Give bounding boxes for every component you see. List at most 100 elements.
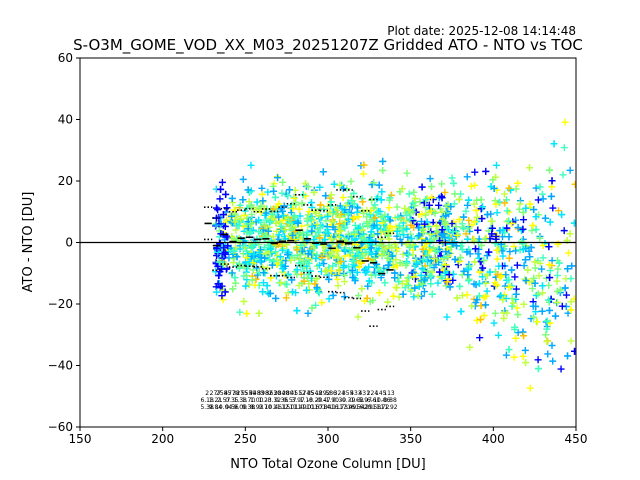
scatter-point bbox=[275, 213, 283, 221]
scatter-point bbox=[230, 206, 238, 214]
scatter-point bbox=[554, 265, 562, 273]
scatter-point bbox=[538, 265, 546, 273]
scatter-point bbox=[393, 245, 401, 253]
scatter-point bbox=[513, 261, 521, 269]
scatter-point bbox=[465, 277, 473, 285]
scatter-point bbox=[479, 264, 487, 272]
scatter-point bbox=[562, 291, 570, 299]
scatter-point bbox=[413, 259, 421, 267]
scatter-point bbox=[322, 267, 330, 275]
scatter-point bbox=[428, 183, 435, 191]
scatter-point bbox=[430, 244, 438, 252]
scatter-point bbox=[424, 267, 432, 275]
y-axis: −60 −40 −20 0 20 40 60 bbox=[48, 51, 80, 434]
scatter-point bbox=[502, 271, 510, 279]
scatter-point bbox=[566, 230, 574, 238]
scatter-point bbox=[424, 223, 432, 231]
scatter-point bbox=[480, 257, 488, 265]
scatter-point bbox=[545, 296, 553, 304]
scatter-point bbox=[277, 222, 285, 230]
scatter-point bbox=[280, 212, 288, 220]
scatter-point bbox=[251, 281, 259, 289]
scatter-point bbox=[350, 228, 358, 236]
scatter-point bbox=[482, 279, 490, 287]
scatter-point bbox=[542, 331, 550, 339]
scatter-point bbox=[450, 179, 458, 187]
scatter-point bbox=[237, 215, 245, 223]
scatter-point bbox=[521, 256, 529, 264]
bin-count-label: 4483 bbox=[249, 390, 264, 397]
scatter-point bbox=[364, 222, 372, 230]
scatter-point bbox=[500, 309, 508, 317]
scatter-point bbox=[366, 210, 374, 218]
scatter-point bbox=[447, 203, 455, 211]
scatter-point bbox=[470, 200, 478, 208]
scatter-point bbox=[549, 357, 557, 365]
scatter-point bbox=[280, 202, 288, 210]
bin-count-label: 224 bbox=[367, 390, 379, 397]
scatter-point bbox=[308, 304, 316, 312]
scatter-point bbox=[452, 227, 460, 235]
scatter-point bbox=[473, 316, 481, 324]
scatter-point bbox=[403, 277, 411, 285]
bin-std-label: 10.67 bbox=[306, 404, 323, 411]
scatter-point bbox=[359, 170, 367, 178]
scatter-point bbox=[373, 209, 381, 217]
bin-mean-label: 1.23 bbox=[258, 397, 272, 404]
scatter-point bbox=[320, 260, 328, 268]
scatter-point bbox=[267, 245, 275, 253]
scatter-point bbox=[231, 218, 239, 226]
bin-std-label: 9.38 bbox=[242, 404, 256, 411]
scatter-point bbox=[450, 200, 458, 208]
scatter-point bbox=[543, 338, 551, 346]
scatter-point bbox=[223, 264, 231, 272]
scatter-point bbox=[463, 291, 471, 299]
scatter-point bbox=[298, 248, 306, 256]
scatter-point bbox=[284, 289, 292, 297]
scatter-point bbox=[485, 248, 493, 256]
scatter-point bbox=[415, 224, 423, 232]
scatter-point bbox=[298, 199, 306, 207]
scatter-point bbox=[213, 288, 221, 296]
scatter-point bbox=[449, 276, 457, 284]
bin-mean-label: 1.38 bbox=[234, 397, 248, 404]
scatter-point bbox=[522, 359, 530, 367]
bin-count-label: 3275 bbox=[233, 390, 248, 397]
bin-count-label: 2840 bbox=[274, 390, 289, 397]
scatter-point bbox=[554, 207, 562, 215]
scatter-point bbox=[304, 250, 312, 258]
scatter-point bbox=[519, 240, 527, 248]
scatter-point bbox=[430, 254, 438, 262]
scatter-point bbox=[475, 280, 483, 288]
scatter-point bbox=[365, 263, 373, 271]
scatter-point bbox=[308, 223, 316, 231]
scatter-point bbox=[456, 216, 464, 224]
scatter-point bbox=[358, 285, 366, 293]
scatter-point bbox=[363, 218, 371, 226]
scatter-point bbox=[472, 206, 480, 214]
scatter-point bbox=[297, 251, 305, 259]
bin-count-label: 277 bbox=[210, 390, 222, 397]
scatter-point bbox=[555, 259, 563, 267]
scatter-point bbox=[320, 205, 328, 213]
scatter-point bbox=[278, 207, 286, 215]
scatter-point bbox=[535, 272, 543, 280]
scatter-point bbox=[323, 266, 331, 274]
scatter-point bbox=[526, 164, 534, 172]
scatter-point bbox=[332, 246, 340, 254]
scatter-point bbox=[212, 260, 220, 268]
bin-count-label: 5745 bbox=[299, 390, 314, 397]
scatter-point bbox=[465, 196, 473, 204]
scatter-point bbox=[403, 169, 411, 177]
scatter-point bbox=[370, 254, 378, 262]
scatter-point bbox=[370, 179, 378, 187]
scatter-point bbox=[303, 286, 311, 294]
scatter-point bbox=[491, 279, 499, 287]
scatter-point bbox=[492, 161, 500, 169]
scatter-point bbox=[273, 252, 281, 260]
scatter-point bbox=[316, 224, 324, 232]
scatter-point bbox=[463, 248, 471, 256]
scatter-point bbox=[541, 214, 549, 222]
scatter-point bbox=[275, 231, 283, 239]
scatter-point bbox=[508, 282, 516, 290]
